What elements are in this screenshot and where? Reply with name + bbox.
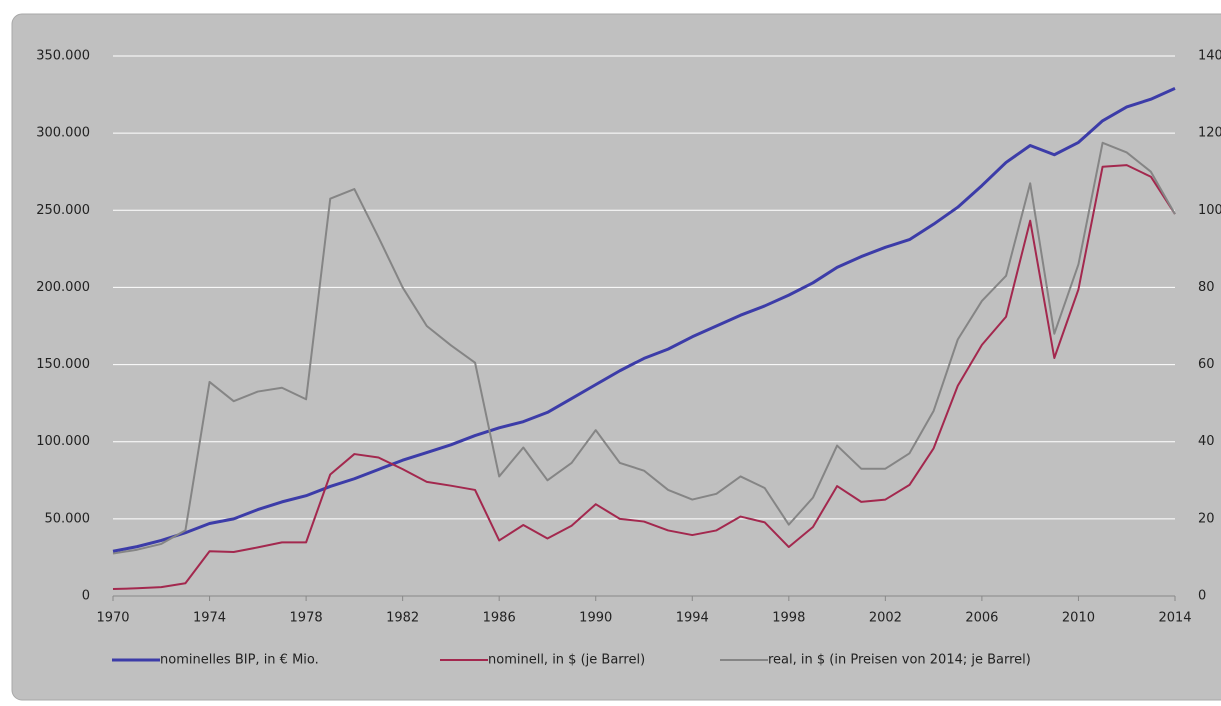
y2-tick-label: 40 [1198, 434, 1215, 449]
x-tick-label: 2014 [1158, 611, 1191, 626]
x-tick-label: 1982 [386, 611, 419, 626]
chart-background [11, 13, 1221, 701]
x-tick-label: 1978 [290, 611, 323, 626]
y-tick-label: 0 [82, 589, 90, 604]
x-tick-label: 1998 [772, 611, 805, 626]
y2-tick-label: 60 [1198, 357, 1215, 372]
x-tick-label: 1990 [579, 611, 612, 626]
y-tick-label: 350.000 [36, 49, 90, 64]
legend-label: nominell, in $ (je Barrel) [488, 653, 645, 668]
y2-tick-label: 80 [1198, 280, 1215, 295]
x-tick-label: 1970 [96, 611, 129, 626]
y-tick-label: 150.000 [36, 357, 90, 372]
x-tick-label: 2010 [1062, 611, 1095, 626]
y2-tick-label: 0 [1198, 589, 1206, 604]
x-tick-label: 1994 [676, 611, 709, 626]
y-tick-label: 200.000 [36, 280, 90, 295]
x-tick-label: 1974 [193, 611, 226, 626]
x-tick-label: 1986 [483, 611, 516, 626]
x-tick-label: 2002 [869, 611, 902, 626]
y2-tick-label: 100 [1198, 203, 1221, 218]
y-tick-label: 50.000 [45, 511, 91, 526]
legend-label: real, in $ (in Preisen von 2014; je Barr… [768, 653, 1031, 668]
y2-tick-label: 120 [1198, 126, 1221, 141]
legend-label: nominelles BIP, in € Mio. [160, 653, 319, 668]
series-line [112, 164, 1176, 591]
y-tick-label: 300.000 [36, 126, 90, 141]
y-tick-label: 100.000 [36, 434, 90, 449]
x-tick-label: 2006 [965, 611, 998, 626]
series-line [112, 87, 1176, 553]
y-tick-label: 250.000 [36, 203, 90, 218]
series-line [112, 141, 1176, 555]
y2-tick-label: 140 [1198, 49, 1221, 64]
y2-tick-label: 20 [1198, 511, 1215, 526]
